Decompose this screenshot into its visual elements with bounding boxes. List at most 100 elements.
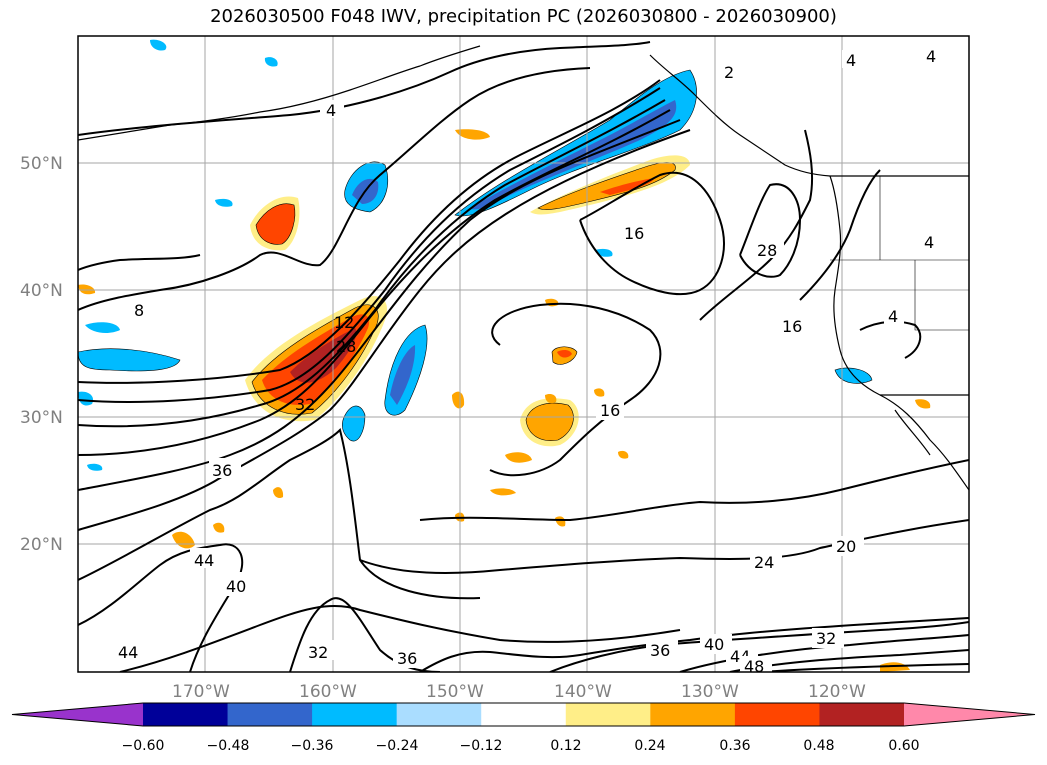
iwv-label: 4 (846, 51, 856, 70)
iwv-contour-12-coast (799, 169, 881, 301)
precip-pos-c6 (505, 452, 532, 463)
colorbar-segment (819, 703, 905, 726)
lon-label-160w: 160°W (299, 682, 357, 702)
iwv-label: 36 (650, 641, 670, 660)
iwv-contour-36-se (549, 621, 969, 672)
precip-pos-ne-2 (537, 162, 676, 210)
iwv-contour-low-s (419, 617, 969, 672)
precip-pos-c17 (618, 450, 629, 459)
latitude-labels: 50°N 40°N 30°N 20°N (20, 154, 63, 555)
coastline-bc (649, 54, 831, 177)
colorbar-segment (481, 703, 567, 726)
iwv-label: 4 (326, 101, 336, 120)
iwv-contour-28 (739, 183, 802, 278)
iwv-label: 16 (782, 317, 802, 336)
colorbar-segment (565, 703, 651, 726)
precip-pos-nw-2 (255, 203, 296, 245)
precip-pos-c11 (915, 399, 931, 409)
iwv-contour-jet2 (78, 87, 661, 403)
iwv-contour-44 (78, 543, 244, 672)
iwv-contour-16-high (579, 171, 725, 296)
lon-label-120w: 120°W (808, 682, 866, 702)
colorbar-tick: 0.36 (719, 738, 750, 754)
iwv-contour-4-se (859, 320, 922, 359)
colorbar-tick: 0.12 (550, 738, 581, 754)
iwv-label: 28 (336, 337, 356, 356)
precip-neg-small2 (264, 57, 278, 67)
precip-neg-west2 (85, 322, 120, 333)
iwv-label: 44 (194, 551, 214, 570)
iwv-label: 32 (295, 395, 315, 414)
precip-neg-small5 (87, 463, 103, 471)
iwv-label: 8 (134, 301, 144, 320)
graticule (78, 36, 969, 672)
colorbar-tick: −0.12 (460, 738, 503, 754)
precip-neg-south (342, 405, 366, 442)
colorbar-segment (650, 703, 736, 726)
iwv-label: 20 (836, 537, 856, 556)
iwv-label: 32 (816, 629, 836, 648)
iwv-label: 40 (226, 577, 246, 596)
colorbar (11, 702, 1036, 727)
colorbar-tick: −0.60 (122, 738, 165, 754)
colorbar-segment (734, 703, 820, 726)
iwv-contour-16-low (489, 302, 662, 477)
precip-neg-west1 (78, 348, 181, 372)
precip-pos-c18 (555, 516, 566, 527)
lat-label-30n: 30°N (20, 408, 63, 428)
iwv-contour-jet6 (78, 129, 691, 531)
coastline-us-west (829, 175, 969, 491)
colorbar-tick-labels: −0.60 −0.48 −0.36 −0.24 −0.12 0.12 0.24 … (122, 738, 920, 754)
lon-label-140w: 140°W (554, 682, 612, 702)
precip-pos-c16 (594, 388, 605, 397)
iwv-contour-jet4 (78, 109, 671, 456)
colorbar-tick: −0.24 (376, 738, 419, 754)
colorbar-segment (227, 703, 313, 726)
iwv-label: 36 (397, 649, 417, 668)
precip-neg-ak-coast-core (470, 100, 677, 210)
iwv-contour-jet5 (78, 119, 681, 491)
precip-shading (78, 39, 931, 672)
iwv-contour-36-s (119, 604, 681, 672)
colorbar-tick: 0.48 (803, 738, 834, 754)
iwv-contours (78, 41, 969, 672)
iwv-label: 44 (118, 643, 138, 662)
colorbar-outline (11, 702, 1036, 727)
colorbar-tick: 0.60 (888, 738, 919, 754)
lon-label-130w: 130°W (681, 682, 739, 702)
iwv-label: 48 (744, 657, 764, 676)
iwv-contour-jet1 (78, 79, 661, 384)
iwv-label: 4 (926, 47, 936, 66)
iwv-contour-20 (419, 459, 969, 522)
iwv-label: 36 (212, 461, 232, 480)
precip-neg-small1 (150, 39, 167, 51)
lat-label-40n: 40°N (20, 281, 63, 301)
state-border-2 (914, 260, 969, 331)
precip-pos-center-2 (525, 402, 574, 441)
precip-pos-c8 (172, 531, 195, 549)
colorbar-tick: 0.24 (634, 738, 665, 754)
precip-pos-c9 (78, 284, 96, 295)
colorbar-segment (143, 703, 229, 726)
iwv-label: 28 (757, 241, 777, 260)
precip-pos-c12 (273, 487, 284, 499)
precip-neg-small3 (215, 198, 233, 207)
precip-neg-small6 (78, 391, 94, 406)
colorbar-segment-extend-high (904, 703, 1035, 726)
colorbar-segment (312, 703, 398, 726)
iwv-contour-24 (359, 519, 969, 574)
map-frame (77, 35, 970, 673)
iwv-label: 24 (754, 553, 774, 572)
iwv-label: 40 (704, 635, 724, 654)
lat-label-20n: 20°N (20, 535, 63, 555)
colorbar-tick: −0.48 (207, 738, 250, 754)
colorbar-tick: −0.36 (291, 738, 334, 754)
iwv-contour-16-coast (699, 129, 814, 321)
iwv-contour-hawaii (78, 254, 201, 271)
iwv-contour-48-se (759, 663, 969, 672)
coastlines (78, 45, 969, 491)
colorbar-segment-extend-low (12, 703, 143, 726)
iwv-label: 16 (600, 401, 620, 420)
map-title: 2026030500 F048 IWV, precipitation PC (2… (210, 6, 837, 27)
